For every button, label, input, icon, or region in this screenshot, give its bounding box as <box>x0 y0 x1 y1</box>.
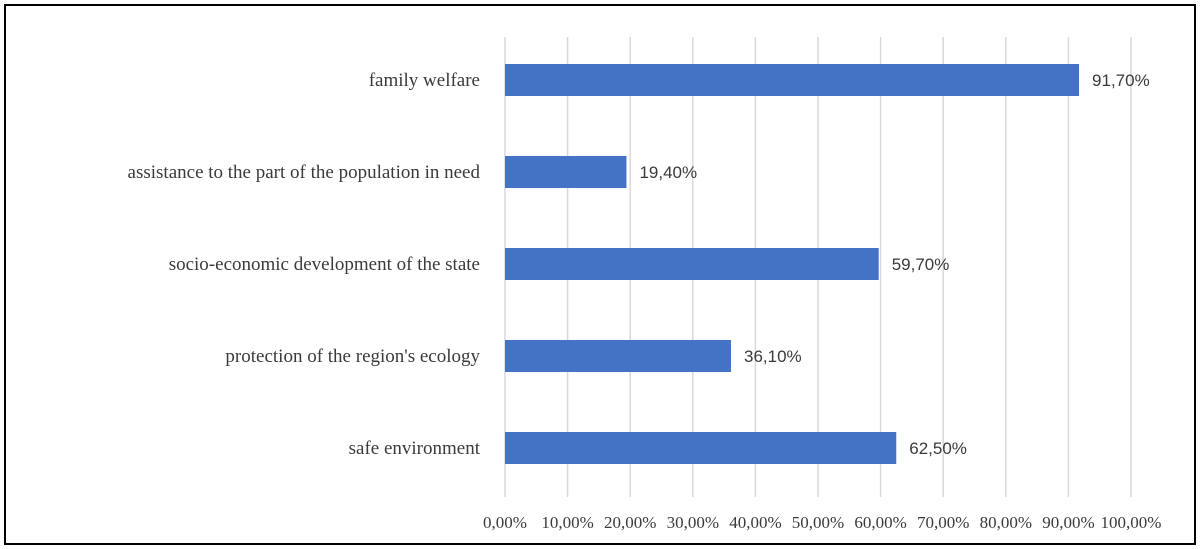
data-label: 19,40% <box>639 163 697 182</box>
x-tick-label: 70,00% <box>917 513 969 532</box>
category-label: socio-economic development of the state <box>169 254 480 275</box>
category-label: assistance to the part of the population… <box>128 162 481 183</box>
category-label: protection of the region's ecology <box>225 346 480 367</box>
data-label: 36,10% <box>744 347 802 366</box>
x-tick-label: 40,00% <box>729 513 781 532</box>
x-tick-label: 30,00% <box>667 513 719 532</box>
bar <box>505 64 1080 96</box>
x-tick-label: 60,00% <box>854 513 906 532</box>
bar <box>505 432 897 464</box>
bar <box>505 340 731 372</box>
x-tick-label: 20,00% <box>604 513 656 532</box>
data-label: 62,50% <box>909 439 967 458</box>
data-label: 59,70% <box>892 255 950 274</box>
data-label: 91,70% <box>1092 71 1150 90</box>
x-tick-label: 90,00% <box>1042 513 1094 532</box>
bar <box>505 248 879 280</box>
x-tick-label: 100,00% <box>1101 513 1162 532</box>
x-tick-label: 50,00% <box>792 513 844 532</box>
x-tick-label: 0,00% <box>483 513 527 532</box>
x-tick-label: 80,00% <box>980 513 1032 532</box>
category-label: safe environment <box>349 438 481 459</box>
category-label: family welfare <box>369 70 480 91</box>
bar <box>505 156 627 188</box>
x-tick-label: 10,00% <box>541 513 593 532</box>
